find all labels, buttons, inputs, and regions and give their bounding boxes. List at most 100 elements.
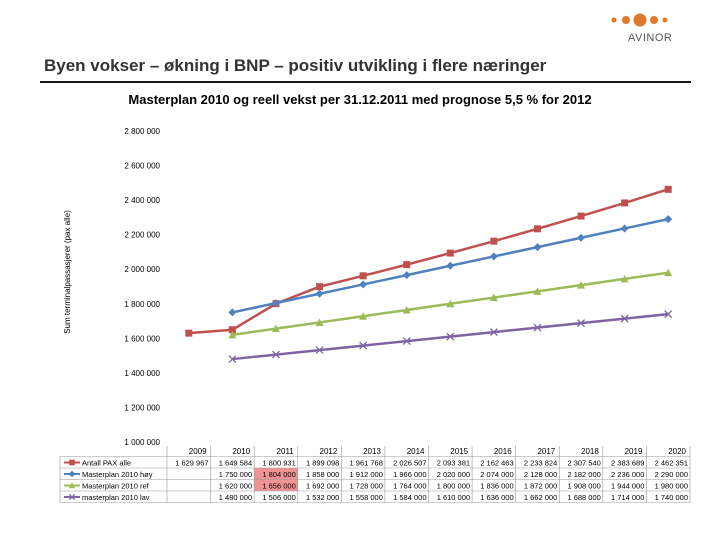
data-point	[446, 249, 454, 257]
data-point	[620, 274, 629, 283]
table-cell-value: 2 383 689	[611, 459, 644, 468]
data-point	[228, 330, 237, 339]
table-cell-value: 1 714 000	[611, 493, 644, 502]
data-point	[490, 237, 498, 245]
data-point	[489, 293, 498, 302]
table-cell-value: 1 688 000	[567, 493, 600, 502]
data-point	[402, 305, 411, 314]
table-cell-value: 1 662 000	[524, 493, 557, 502]
chart-title: Masterplan 2010 og reell vekst per 31.12…	[128, 92, 592, 107]
table-cell-value: 2 290 000	[655, 470, 688, 479]
data-point	[489, 252, 498, 261]
series-line	[188, 188, 669, 335]
table-cell-value: 1 506 000	[262, 493, 295, 502]
legend-label: Masterplan 2010 høy	[82, 470, 153, 479]
table-cell-value: 2 093 381	[437, 459, 470, 468]
legend-label: masterplan 2010 lav	[82, 493, 150, 502]
table-cell-value: 1 980 000	[655, 482, 688, 491]
data-point	[446, 261, 455, 270]
table-cell-value: 1 629 967	[175, 459, 208, 468]
table-cell-value: 1 764 000	[393, 482, 426, 491]
data-point	[402, 271, 411, 280]
data-point	[621, 199, 629, 207]
data-point	[359, 341, 368, 350]
data-point	[446, 332, 455, 341]
data-point	[316, 283, 324, 291]
data-point	[577, 319, 586, 328]
table-cell-value: 2 026 507	[393, 459, 426, 468]
table-cell-value: 1 610 000	[437, 493, 470, 502]
y-tick-label: 2 200 000	[124, 231, 160, 240]
table-cell-value: 2 236 000	[611, 470, 644, 479]
data-point	[577, 281, 586, 289]
data-point	[271, 324, 280, 333]
y-tick-label: 2 400 000	[124, 196, 160, 205]
data-point	[577, 233, 586, 242]
data-point	[533, 243, 542, 252]
data-point	[403, 261, 411, 269]
table-cell-value: 1 558 000	[350, 493, 383, 502]
table-cell-value: 2 020 000	[437, 470, 470, 479]
y-tick-label: 1 000 000	[124, 438, 160, 447]
legend-marker	[68, 482, 76, 489]
y-axis-label: Sum terminalpassasjerer (pax alle)	[63, 210, 72, 334]
table-cell-value: 1 872 000	[524, 482, 557, 491]
table-cell-value: 1 480 000	[219, 493, 252, 502]
data-point	[271, 350, 280, 359]
highlight-cell	[254, 468, 298, 480]
legend-marker	[68, 493, 76, 501]
y-tick-label: 1 600 000	[124, 334, 160, 343]
data-point	[533, 225, 541, 233]
table-cell-value: 1 800 931	[262, 459, 295, 468]
slide-title: Byen vokser – økning i BNP – positiv utv…	[44, 56, 547, 75]
data-point	[228, 308, 237, 317]
table-cell-value: 1 800 000	[437, 482, 470, 491]
data-point	[446, 299, 455, 308]
data-point	[664, 185, 672, 193]
data-point	[402, 337, 411, 346]
x-tick-label: 2017	[537, 447, 555, 456]
data-point	[315, 318, 324, 326]
data-point	[664, 215, 673, 224]
data-point	[228, 326, 236, 334]
data-point	[664, 268, 673, 277]
data-point	[359, 272, 367, 280]
data-point	[359, 280, 368, 289]
legend-label: Antall PAX alle	[82, 459, 131, 468]
table-cell-value: 1 728 000	[350, 482, 383, 491]
table-cell-value: 1 740 000	[655, 493, 688, 502]
data-point	[577, 212, 585, 220]
data-point	[185, 329, 193, 337]
y-tick-label: 1 400 000	[124, 369, 160, 378]
x-tick-label: 2019	[625, 447, 643, 456]
table-cell-value: 1 804 000	[262, 470, 295, 479]
table-cell-value: 1 908 000	[567, 482, 600, 491]
x-tick-label: 2012	[320, 447, 338, 456]
table-cell-value: 1 649 584	[219, 459, 252, 468]
table-cell-value: 2 074 000	[480, 470, 513, 479]
x-tick-label: 2015	[450, 447, 468, 456]
x-tick-label: 2011	[277, 447, 295, 456]
x-tick-label: 2018	[581, 447, 599, 456]
table-cell-value: 1 836 000	[480, 482, 513, 491]
title-divider	[40, 81, 691, 83]
logo-text: AVINOR	[628, 32, 673, 44]
table-cell-value: 2 128 000	[524, 470, 557, 479]
table-cell-value: 2 233 824	[524, 459, 557, 468]
logo-dots-icon	[611, 13, 668, 27]
x-tick-label: 2014	[407, 447, 425, 456]
table-cell-value: 2 182 000	[567, 470, 600, 479]
y-tick-label: 2 000 000	[124, 265, 160, 274]
table-cell-value: 2 162 463	[480, 459, 513, 468]
y-tick-label: 1 200 000	[124, 403, 160, 412]
data-point	[315, 289, 324, 298]
table-cell-value: 1 966 000	[393, 470, 426, 479]
table-cell-value: 1 899 098	[306, 459, 339, 468]
highlight-cell	[254, 479, 298, 491]
table-cell-value: 1 620 000	[219, 482, 252, 491]
data-point	[271, 299, 280, 308]
x-tick-label: 2010	[232, 447, 250, 456]
legend-label: Masterplan 2010 ref	[82, 482, 150, 491]
y-tick-label: 2 600 000	[124, 162, 160, 171]
